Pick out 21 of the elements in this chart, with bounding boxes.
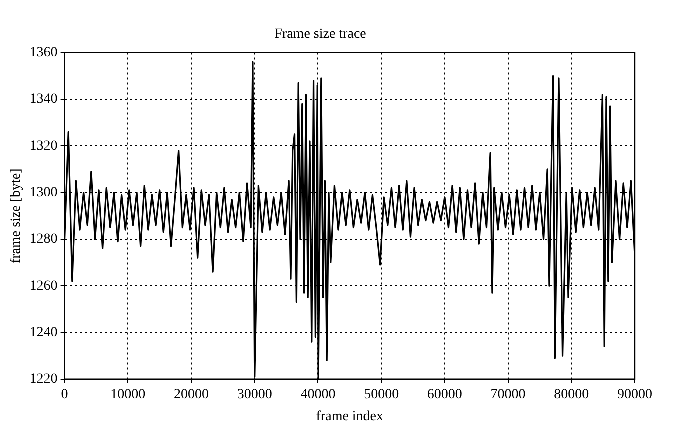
y-tick-label: 1220	[30, 372, 58, 388]
x-tick-label: 30000	[237, 387, 272, 402]
y-tick-label: 1240	[30, 325, 58, 340]
x-tick-label: 90000	[618, 387, 652, 402]
x-tick-label: 20000	[174, 387, 210, 402]
y-tick-label: 1340	[30, 92, 58, 108]
y-tick-label: 1300	[30, 185, 58, 200]
y-tick-label: 1360	[30, 45, 58, 60]
x-tick-label: 10000	[110, 387, 146, 402]
y-tick-label: 1320	[30, 138, 58, 154]
chart-title: Frame size trace	[274, 27, 366, 42]
x-tick-label: 50000	[364, 387, 400, 402]
x-tick-label: 70000	[490, 387, 526, 402]
x-tick-label: 80000	[554, 387, 590, 402]
y-axis-title: frame size [byte]	[9, 168, 24, 264]
x-tick-label: 0	[61, 387, 68, 402]
x-tick-label: 40000	[300, 387, 336, 402]
y-tick-label: 1280	[30, 232, 58, 248]
y-tick-label: 1260	[30, 278, 58, 294]
x-tick-label: 60000	[427, 387, 462, 402]
x-axis-title: frame index	[316, 409, 384, 424]
